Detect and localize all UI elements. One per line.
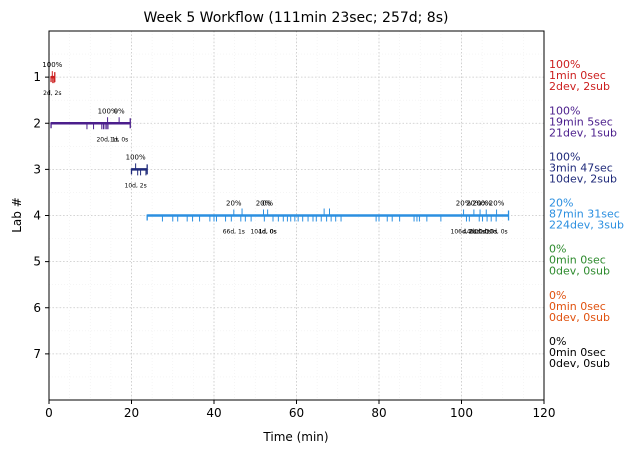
lab-3-stage-label: 10d, 2s: [125, 182, 147, 189]
y-tick-label: 7: [33, 347, 41, 361]
x-tick-label: 80: [371, 406, 386, 420]
lab-6-summary-line: 0%: [549, 289, 566, 302]
lab-4-summary-line: 20%: [549, 197, 573, 210]
lab-4-stage-label: 66d, 1s: [223, 229, 245, 236]
lab-4-series: 20% 66d, 1s 20% 104d, 0s 0% 1d, 0s 20% 106d, 0s…: [146, 200, 510, 236]
lab-5-summary-line: 0dev, 0sub: [549, 265, 610, 278]
y-axis-label: Lab #: [10, 197, 24, 233]
lab-4-stage-pct: 20%: [226, 200, 242, 208]
lab-2-summary-line: 100%: [549, 104, 580, 117]
x-tick-label: 100: [450, 406, 473, 420]
y-tick-label: 6: [33, 301, 41, 315]
lab-4-stage-pct: 20%: [456, 200, 472, 208]
lab-1-stage-label: 2d, 2s: [43, 90, 61, 97]
lab-6-summary-line: 0min 0sec: [549, 300, 606, 313]
lab-2-stage-label: 20d, 1s: [96, 136, 118, 143]
lab-4-stage-label: 44d, 0s: [463, 229, 485, 236]
x-tick-label: 20: [124, 406, 139, 420]
y-tick-label: 3: [33, 162, 41, 176]
y-tick-label: 5: [33, 255, 41, 269]
lab-4-stage-label: 1d, 0s: [258, 229, 276, 236]
lab-3-stage-pct: 100%: [126, 153, 146, 161]
y-tick-label: 2: [33, 116, 41, 130]
lab-1-summary-line: 100%: [549, 58, 580, 71]
lab-4-stage-pct: 20%: [256, 200, 272, 208]
lab-5-summary-line: 0min 0sec: [549, 254, 606, 267]
y-tick-label: 4: [33, 209, 41, 223]
x-tick-label: 120: [533, 406, 556, 420]
lab-2-summary-line: 21dev, 1sub: [549, 126, 617, 139]
lab-4-stage-label: 30d, 0s: [485, 229, 507, 236]
lab-4-stage-label: 106d, 0s: [451, 229, 477, 236]
lab-7-summary-line: 0dev, 0sub: [549, 357, 610, 370]
x-axis-label: Time (min): [262, 430, 328, 444]
lab-2-stage-pct: 100%: [98, 107, 118, 115]
lab-3-summary-line: 3min 47sec: [549, 161, 613, 174]
lab-1-stage-pct: 100%: [42, 61, 62, 69]
lab-1-summary-line: 2dev, 2sub: [549, 80, 610, 93]
lab-4-stage-pct: 0%: [262, 200, 273, 208]
series-layer: 100% 2d, 2s 100% 20d, 1s 0% 1d, 0s 100% 10d, 2s…: [42, 61, 510, 236]
x-tick-label: 40: [206, 406, 221, 420]
lab-3-summary-line: 100%: [549, 150, 580, 163]
lab-6-summary-line: 0dev, 0sub: [549, 311, 610, 324]
x-tick-label: 0: [45, 406, 53, 420]
lab-1-summary-line: 1min 0sec: [549, 69, 606, 82]
lab-1-series: 100% 2d, 2s: [42, 61, 62, 97]
lab-4-stage-label: 104d, 0s: [250, 229, 276, 236]
x-tick-label: 60: [289, 406, 304, 420]
lab-5-summary-line: 0%: [549, 243, 566, 256]
lab-3-series: 100% 10d, 2s: [125, 153, 148, 189]
tick-layer: 0 20 40 60 80 100 120 1 2 3 4 5 6 7: [33, 70, 555, 420]
lab-4-summary-line: 87min 31sec: [549, 208, 620, 221]
lab-2-stage-label: 1d, 0s: [110, 136, 128, 143]
lab-4-stage-pct: 20%: [466, 200, 482, 208]
chart-title: Week 5 Workflow (111min 23sec; 257d; 8s): [144, 10, 449, 26]
lab-4-summary-line: 224dev, 3sub: [549, 219, 624, 232]
lab-2-summary-line: 19min 5sec: [549, 115, 613, 128]
lab-4-stage-label: 10d, 0s: [475, 229, 497, 236]
y-tick-label: 1: [33, 70, 41, 84]
lab-2-series: 100% 20d, 1s 0% 1d, 0s: [50, 107, 131, 143]
lab-4-stage-pct: 20%: [472, 200, 488, 208]
lab-7-summary-line: 0%: [549, 335, 566, 348]
lab-2-stage-pct: 0%: [114, 107, 125, 115]
lab-4-stage-label: 24d, 0s: [469, 229, 491, 236]
lab-7-summary-line: 0min 0sec: [549, 346, 606, 359]
lab-3-summary-line: 10dev, 2sub: [549, 172, 617, 185]
lab-4-stage-pct: 20%: [489, 200, 505, 208]
lab-4-stage-pct: 0%: [481, 200, 492, 208]
